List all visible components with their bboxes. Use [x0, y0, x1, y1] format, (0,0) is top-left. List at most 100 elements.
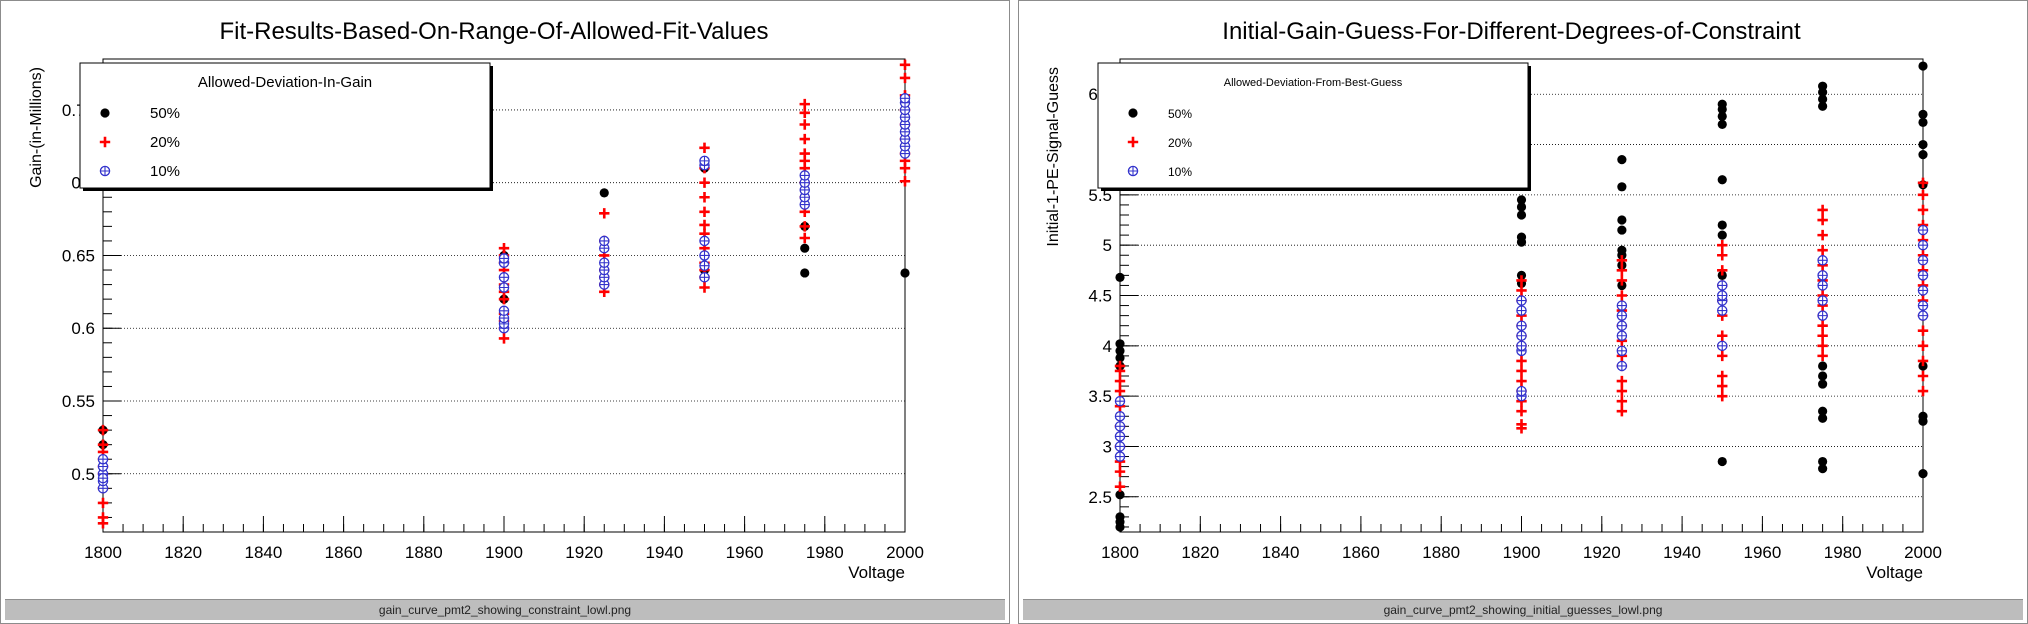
x-tick-label: 1960: [726, 543, 764, 562]
legend-title: Allowed-Deviation-From-Best-Guess: [1224, 77, 1403, 89]
x-tick-label: 1920: [565, 543, 603, 562]
data-point: [1717, 350, 1728, 362]
data-point: [1818, 371, 1828, 381]
data-point: [1717, 239, 1728, 251]
data-point: [1917, 370, 1929, 382]
data-point-cross: [1115, 451, 1125, 462]
data-point-cross: [1918, 300, 1928, 311]
data-point: [1717, 111, 1727, 121]
data-point: [899, 72, 911, 84]
data-point: [1115, 490, 1125, 500]
data-point-cross: [1918, 225, 1928, 235]
data-point-cross: [699, 250, 710, 261]
legend-label: 10%: [1168, 165, 1192, 179]
data-point: [1616, 406, 1628, 417]
data-point: [100, 108, 110, 118]
data-point: [1616, 275, 1628, 286]
y-tick-label: 5: [1103, 236, 1112, 255]
data-point-cross: [1818, 270, 1828, 280]
data-point-cross: [98, 473, 108, 483]
data-point: [1114, 466, 1126, 477]
x-tick-label: 1800: [1101, 543, 1139, 562]
data-point: [1717, 380, 1728, 392]
data-point: [1817, 330, 1828, 341]
data-point: [1817, 350, 1828, 362]
x-tick-label: 1940: [645, 543, 683, 562]
x-tick-label: 1800: [84, 543, 122, 562]
data-point: [1717, 230, 1727, 240]
data-point: [1717, 370, 1728, 382]
data-point: [1717, 220, 1727, 230]
x-tick-label: 2000: [886, 543, 924, 562]
x-tick-label: 1900: [485, 543, 523, 562]
data-points-group: [1114, 61, 1929, 532]
data-point: [599, 208, 610, 219]
data-point: [799, 148, 810, 159]
right-chart-svg: Initial-Gain-Guess-For-Different-Degrees…: [1045, 18, 1942, 582]
data-point: [1617, 225, 1627, 235]
data-point: [99, 136, 111, 148]
data-point: [799, 232, 810, 244]
data-point: [1918, 117, 1928, 128]
data-point-cross: [1516, 295, 1527, 306]
data-point: [1717, 119, 1727, 130]
legend-label: 50%: [150, 105, 180, 122]
data-point: [1917, 325, 1929, 336]
x-tick-label: 1880: [405, 543, 443, 562]
data-point-cross: [1115, 411, 1125, 421]
data-point: [1114, 481, 1126, 492]
legend-label: 50%: [1168, 107, 1192, 121]
data-point-cross: [800, 170, 810, 181]
data-point-cross: [1918, 255, 1928, 265]
x-tick-label: 1880: [1422, 543, 1460, 562]
data-point: [1717, 330, 1728, 341]
data-point: [1817, 340, 1828, 352]
data-point: [1818, 413, 1828, 423]
data-point: [1817, 320, 1828, 331]
x-tick-label: 1840: [1262, 543, 1300, 562]
data-point: [1818, 94, 1828, 104]
data-point: [1128, 108, 1138, 118]
data-point: [1918, 139, 1928, 150]
data-point: [1917, 355, 1929, 367]
data-point: [799, 98, 810, 110]
data-point-cross: [699, 156, 710, 166]
data-point-cross: [100, 166, 110, 176]
x-axis-label: Voltage: [848, 563, 905, 582]
right-chart-panel: Initial-Gain-Guess-For-Different-Degrees…: [1018, 0, 2028, 624]
data-point: [1616, 290, 1628, 301]
y-axis-label: Gain-(in-Millions): [28, 67, 45, 188]
data-point: [1516, 275, 1527, 286]
x-tick-label: 1960: [1743, 543, 1781, 562]
y-tick-label: 3.5: [1088, 387, 1112, 406]
data-point-cross: [1516, 331, 1527, 341]
data-point-cross: [1617, 346, 1627, 356]
data-point: [1817, 214, 1828, 226]
data-point: [1127, 136, 1139, 148]
data-point: [1516, 210, 1527, 220]
y-tick-label: 0.6: [71, 319, 95, 338]
data-point: [1516, 355, 1527, 367]
data-point: [1616, 385, 1628, 397]
data-point: [799, 119, 810, 130]
data-point: [699, 206, 710, 218]
y-tick-label: 0.65: [62, 246, 95, 265]
data-point: [1918, 150, 1928, 160]
left-status-bar: gain_curve_pmt2_showing_constraint_lowl.…: [5, 599, 1005, 620]
legend-box: [1097, 62, 1529, 189]
data-point: [1918, 61, 1928, 71]
y-tick-label: 3: [1103, 437, 1112, 456]
data-point-cross: [1918, 240, 1928, 250]
legend-label: 20%: [150, 134, 180, 151]
x-tick-label: 1820: [164, 543, 202, 562]
data-point-cross: [1516, 305, 1527, 316]
data-point: [1616, 265, 1628, 276]
data-point: [1917, 340, 1929, 352]
x-tick-label: 1920: [1583, 543, 1621, 562]
left-chart-canvas: Fit-Results-Based-On-Range-Of-Allowed-Fi…: [5, 5, 1005, 600]
data-point: [1114, 360, 1126, 372]
data-point: [1616, 255, 1628, 266]
data-point-cross: [1918, 311, 1928, 321]
data-point-cross: [1717, 341, 1727, 351]
data-point: [1818, 456, 1828, 467]
